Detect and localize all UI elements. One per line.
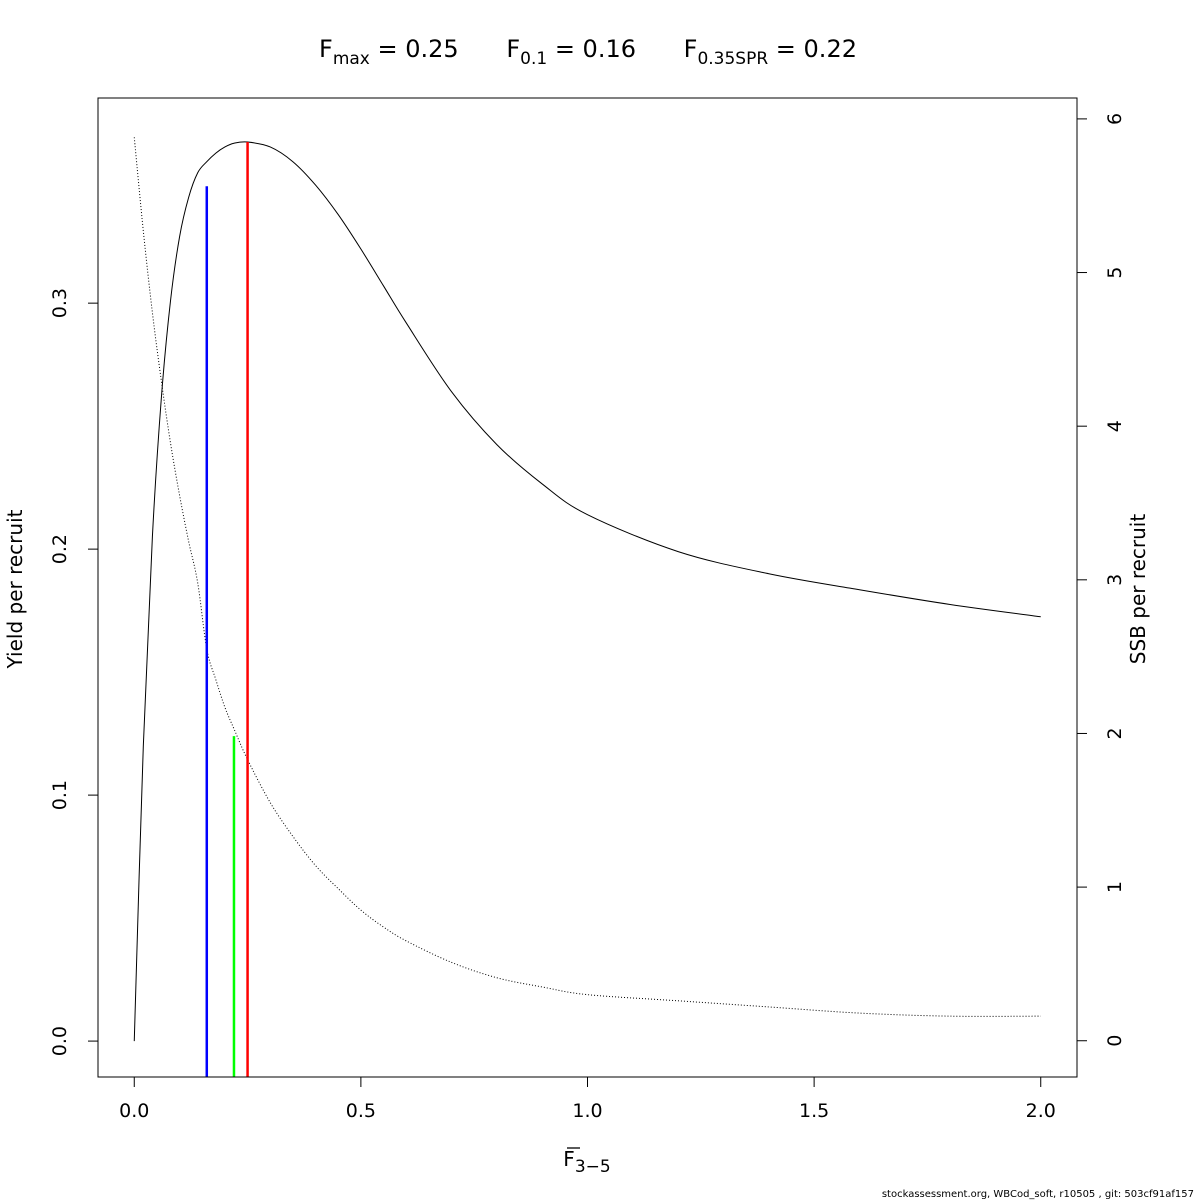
series-layer bbox=[133, 137, 1041, 1042]
title-f01-sub: 0.1 bbox=[520, 49, 547, 69]
x-axis-label-main: F bbox=[563, 1147, 575, 1171]
x-tick-label: 2.0 bbox=[1026, 1100, 1056, 1122]
y2-tick-label: 1 bbox=[1104, 881, 1126, 893]
y2-tick-label: 3 bbox=[1104, 574, 1126, 586]
y2-axis-label: SSB per recruit bbox=[1126, 514, 1150, 665]
y2-tick-label: 6 bbox=[1104, 113, 1126, 125]
title-f01-value: = 0.16 bbox=[547, 35, 636, 63]
x-tick-label: 0.5 bbox=[346, 1100, 376, 1122]
y2-tick-label: 0 bbox=[1104, 1035, 1126, 1047]
reference-lines-layer bbox=[205, 142, 249, 1077]
title-fmax-main: F bbox=[319, 35, 333, 63]
y-tick-label: 0.1 bbox=[49, 780, 71, 810]
title-f01-main: F bbox=[506, 35, 520, 63]
ssb-per-recruit-line bbox=[133, 137, 1041, 1017]
title-fmax: Fmax = 0.25 bbox=[319, 35, 466, 69]
title-f01: F0.1 = 0.16 bbox=[506, 35, 643, 69]
footer-note: stockassessment.org, WBCod_soft, r10505 … bbox=[882, 1189, 1194, 1200]
y-axis-right: 0 1 2 3 4 5 6 bbox=[1076, 113, 1126, 1047]
title-fspr-sub: 0.35SPR bbox=[697, 49, 768, 69]
chart-title: Fmax = 0.25 F0.1 = 0.16 F0.35SPR = 0.22 bbox=[319, 35, 857, 69]
y-axis-label: Yield per recruit bbox=[3, 509, 27, 669]
y-tick-label: 0.0 bbox=[49, 1026, 71, 1056]
y2-tick-label: 2 bbox=[1104, 727, 1126, 739]
title-fspr-main: F bbox=[684, 35, 698, 63]
x-tick-label: 1.0 bbox=[572, 1100, 602, 1122]
y2-tick-label: 4 bbox=[1104, 420, 1126, 432]
y-tick-label: 0.3 bbox=[49, 288, 71, 318]
title-fspr-value: = 0.22 bbox=[768, 35, 857, 63]
title-fmax-sub: max bbox=[333, 49, 370, 69]
y2-tick-label: 5 bbox=[1104, 266, 1126, 278]
x-axis: 0.0 0.5 1.0 1.5 2.0 bbox=[119, 1076, 1056, 1122]
title-fspr: F0.35SPR = 0.22 bbox=[684, 35, 857, 69]
yield-per-recruit-line bbox=[133, 141, 1041, 1042]
x-axis-label: F3−5 bbox=[563, 1147, 610, 1177]
x-tick-label: 0.0 bbox=[119, 1100, 149, 1122]
x-axis-label-sub: 3−5 bbox=[575, 1157, 611, 1177]
x-tick-label: 1.5 bbox=[799, 1100, 829, 1122]
title-fmax-value: = 0.25 bbox=[370, 35, 459, 63]
y-tick-label: 0.2 bbox=[49, 534, 71, 564]
y-axis-left: 0.0 0.1 0.2 0.3 bbox=[49, 288, 99, 1056]
